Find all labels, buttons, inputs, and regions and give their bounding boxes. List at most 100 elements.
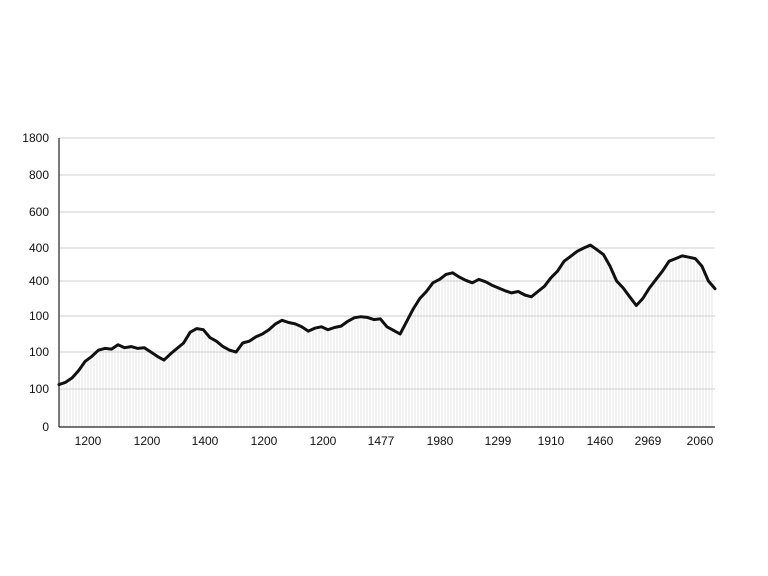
data-point: [189, 331, 192, 334]
y-tick-label: 400: [29, 241, 49, 255]
x-tick-label: 1910: [538, 434, 565, 448]
gridlines: [59, 137, 715, 390]
data-point: [615, 279, 618, 283]
data-point: [694, 257, 697, 260]
data-point: [667, 260, 671, 263]
data-point: [707, 279, 710, 283]
data-point: [254, 335, 257, 339]
y-tick-label: 800: [29, 168, 49, 182]
data-point: [123, 346, 126, 349]
data-point: [576, 250, 579, 253]
data-point: [274, 322, 277, 326]
data-point: [379, 317, 382, 321]
data-point: [497, 286, 500, 290]
data-point: [405, 320, 408, 323]
data-point: [320, 325, 323, 328]
data-point: [182, 341, 185, 345]
data-point: [425, 290, 428, 293]
data-point: [681, 254, 684, 258]
data-point: [57, 383, 61, 386]
data-point: [129, 345, 133, 348]
data-point: [418, 297, 421, 300]
x-axis-tick-labels: 1200 1200 1400 1200 1200 1477 1980 1299 1910 1460…: [75, 434, 714, 448]
data-point: [654, 278, 658, 281]
data-point: [333, 326, 336, 329]
area-hatching: [60, 247, 713, 427]
x-tick-label: 1460: [587, 434, 614, 448]
data-point: [392, 329, 395, 332]
data-point: [110, 347, 113, 351]
data-point: [221, 345, 225, 348]
data-point: [156, 355, 159, 358]
data-point: [589, 243, 592, 247]
data-point: [293, 322, 297, 326]
x-tick-label: 1400: [192, 434, 219, 448]
data-point: [477, 278, 481, 281]
data-point: [64, 381, 67, 384]
y-tick-label: 0: [42, 420, 49, 434]
data-point: [346, 320, 349, 323]
data-point: [464, 279, 467, 282]
data-point: [628, 295, 631, 298]
data-point: [451, 271, 454, 274]
x-tick-label: 2969: [635, 434, 662, 448]
data-point: [208, 336, 212, 339]
data-point: [569, 255, 572, 258]
data-point: [169, 352, 172, 356]
data-point: [635, 304, 638, 307]
y-tick-label: 100: [29, 309, 49, 323]
x-tick-label: 1200: [310, 434, 337, 448]
data-point: [77, 369, 80, 372]
data-point: [248, 340, 251, 343]
data-point: [713, 287, 717, 290]
data-point: [195, 327, 198, 330]
data-point: [366, 316, 369, 319]
data-point: [444, 273, 448, 276]
data-point: [359, 315, 362, 318]
x-tick-label: 1200: [251, 434, 278, 448]
data-point: [517, 290, 520, 293]
data-point: [431, 281, 435, 284]
data-point: [162, 358, 166, 362]
data-point: [648, 286, 651, 290]
data-point: [339, 324, 343, 328]
data-point: [116, 343, 120, 346]
data-point: [287, 321, 290, 324]
x-tick-label: 1200: [75, 434, 102, 448]
x-tick-label: 1299: [485, 434, 512, 448]
data-point: [234, 350, 238, 354]
data-point: [582, 246, 585, 250]
data-point: [313, 327, 317, 330]
data-point: [457, 275, 461, 279]
data-point: [621, 286, 625, 290]
data-point: [175, 347, 179, 350]
data-point: [556, 269, 559, 273]
data-point: [70, 376, 74, 380]
y-tick-label: 100: [29, 382, 49, 396]
data-point: [523, 293, 526, 297]
data-point: [595, 248, 599, 251]
data-point: [215, 340, 218, 343]
data-point: [503, 289, 507, 292]
y-tick-label: 1800: [22, 131, 49, 145]
data-point: [602, 253, 605, 256]
y-tick-label: 600: [29, 205, 49, 219]
data-point: [228, 349, 231, 352]
x-tick-label: 1477: [368, 434, 395, 448]
data-point: [530, 295, 533, 298]
y-tick-label: 100: [29, 345, 49, 359]
data-point: [661, 269, 664, 273]
data-point: [641, 297, 645, 300]
data-point: [543, 285, 546, 288]
data-point: [549, 276, 553, 279]
data-point: [307, 329, 310, 333]
data-point: [84, 360, 87, 363]
x-tick-label: 1200: [134, 434, 161, 448]
data-point: [103, 347, 107, 350]
data-point: [536, 290, 540, 293]
data-point: [438, 278, 441, 281]
data-point: [300, 325, 303, 328]
data-point: [90, 355, 94, 358]
data-point: [241, 341, 244, 345]
